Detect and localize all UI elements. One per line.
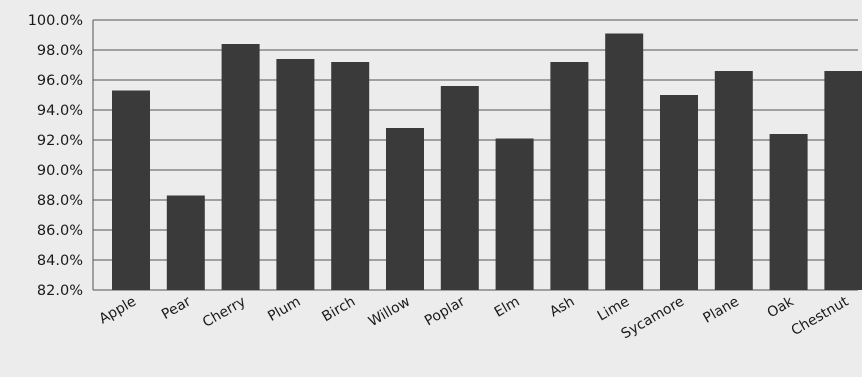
x-tick-label: Elm [492, 294, 523, 321]
bar-lime [605, 33, 644, 290]
x-tick-label: Sycamore [619, 294, 687, 343]
x-tick-label: Poplar [422, 293, 468, 329]
y-tick-label: 86.0% [37, 223, 83, 239]
bars [112, 33, 862, 290]
bar-elm [495, 138, 534, 290]
x-tick-label: Pear [159, 293, 194, 322]
bar-ash [550, 62, 589, 290]
x-tick-label: Cherry [200, 294, 249, 331]
x-tick-label: Birch [319, 294, 358, 326]
x-tick-label: Chestnut [789, 293, 852, 339]
y-tick-label: 100.0% [28, 13, 83, 29]
y-axis: 82.0% 84.0% 86.0% 88.0% 90.0% 92.0% 94.0% 96.0%… [28, 13, 94, 299]
x-tick-label: Willow [366, 294, 413, 330]
bar-plane [714, 71, 753, 290]
x-tick-label: Apple [96, 294, 139, 328]
bar-poplar [440, 86, 479, 290]
bar-chestnut [824, 71, 862, 290]
bar-pear [166, 195, 205, 290]
y-tick-label: 88.0% [37, 193, 83, 209]
y-tick-label: 82.0% [37, 283, 83, 299]
x-tick-label: Oak [765, 293, 798, 321]
x-tick-label: Ash [547, 294, 577, 321]
y-tick-label: 98.0% [37, 43, 83, 59]
y-tick-label: 90.0% [37, 163, 83, 179]
bar-sycamore [660, 95, 698, 290]
bar-willow [386, 128, 424, 290]
bar-cherry [221, 44, 260, 290]
y-tick-label: 94.0% [37, 103, 83, 119]
bar-oak [769, 134, 808, 290]
bar-birch [331, 62, 370, 290]
y-tick-label: 96.0% [37, 73, 83, 89]
bar-apple [112, 90, 150, 290]
y-tick-label: 84.0% [37, 253, 83, 269]
bar-plum [276, 59, 315, 290]
x-tick-label: Lime [595, 294, 632, 325]
y-tick-label: 92.0% [37, 133, 83, 149]
x-tick-label: Plum [265, 294, 303, 325]
x-axis: Apple Pear Cherry Plum Birch Willow Poplar Elm A… [96, 293, 851, 342]
x-tick-label: Plane [701, 294, 742, 327]
